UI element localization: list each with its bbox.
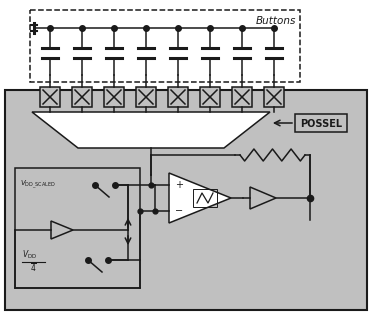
- Text: Buttons: Buttons: [256, 16, 296, 26]
- Bar: [15, 168, 140, 288]
- Polygon shape: [51, 221, 73, 239]
- Bar: [136, 87, 156, 107]
- Bar: [5, 90, 367, 310]
- Text: $V_{\mathsf{DD\_SCALED}}$: $V_{\mathsf{DD\_SCALED}}$: [20, 179, 56, 191]
- Bar: [193, 189, 217, 207]
- Bar: [30, 10, 300, 82]
- Bar: [264, 87, 284, 107]
- Bar: [295, 114, 347, 132]
- Polygon shape: [250, 187, 276, 209]
- Text: $\overline{4}$: $\overline{4}$: [30, 262, 37, 274]
- Bar: [104, 87, 124, 107]
- Text: +: +: [175, 180, 183, 190]
- Polygon shape: [32, 112, 270, 148]
- Bar: [232, 87, 252, 107]
- Bar: [200, 87, 220, 107]
- Polygon shape: [169, 173, 231, 223]
- Bar: [40, 87, 60, 107]
- Text: POSSEL: POSSEL: [300, 119, 342, 129]
- Text: −: −: [175, 206, 183, 216]
- Bar: [72, 87, 92, 107]
- Text: $V_{\mathsf{DD}}$: $V_{\mathsf{DD}}$: [22, 249, 37, 261]
- Bar: [168, 87, 188, 107]
